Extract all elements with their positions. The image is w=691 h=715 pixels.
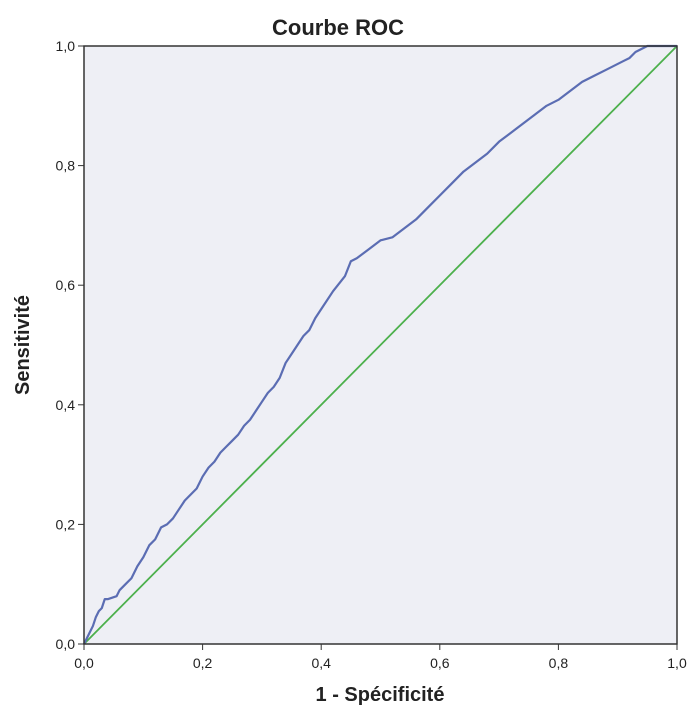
x-tick-label: 0,2 xyxy=(193,655,213,671)
plot-border xyxy=(83,45,678,645)
chart-title: Courbe ROC xyxy=(272,15,404,40)
y-tick-label: 0,0 xyxy=(56,636,76,652)
roc-curve-line xyxy=(83,44,677,645)
x-tick-label: 1,0 xyxy=(667,655,687,671)
y-axis-title: Sensitivité xyxy=(12,295,34,395)
y-tick-label: 0,4 xyxy=(56,397,76,413)
x-tick-label: 0,6 xyxy=(430,655,450,671)
y-tick-label: 1,0 xyxy=(56,38,76,54)
x-tick-label: 0,8 xyxy=(549,655,569,671)
y-tick-label: 0,8 xyxy=(56,158,76,174)
x-axis-title: 1 - Spécificité xyxy=(316,684,445,706)
x-axis: 0,0 0,2 0,4 0,6 0,8 1,0 xyxy=(74,644,687,671)
reference-diagonal-line xyxy=(83,45,678,645)
series-layer xyxy=(83,44,678,645)
y-tick-label: 0,2 xyxy=(56,516,76,532)
y-tick-label: 0,6 xyxy=(56,277,76,293)
x-tick-label: 0,0 xyxy=(74,655,94,671)
x-tick-label: 0,4 xyxy=(311,655,331,671)
y-axis: 0,0 0,2 0,4 0,6 0,8 1,0 xyxy=(56,38,84,652)
